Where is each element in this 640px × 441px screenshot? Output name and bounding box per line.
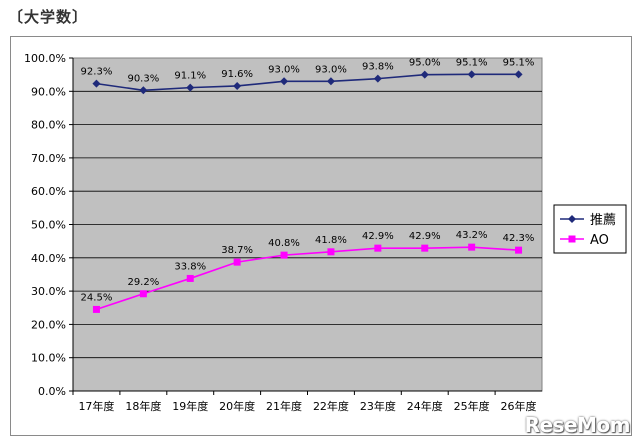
data-label: 95.1% [456, 57, 488, 68]
y-tick-label: 50.0% [31, 219, 66, 232]
data-label: 41.8% [315, 235, 347, 246]
data-point [233, 81, 242, 90]
data-point [515, 246, 523, 254]
chart-frame: 0.0% 10.0% 20.0% 30.0% 40.0% 50.0% 60.0% 70.0% 8… [10, 36, 632, 436]
data-point [280, 77, 289, 86]
watermark-logo: ReseMom [524, 413, 631, 437]
x-tick-label: 21年度 [266, 399, 302, 413]
data-label: 95.1% [503, 57, 535, 68]
chart-heading: 〔大学数〕 [8, 8, 89, 26]
data-point [92, 305, 100, 313]
data-label: 95.0% [409, 58, 441, 69]
data-label: 90.3% [127, 73, 159, 84]
x-tick-label: 26年度 [501, 399, 537, 413]
data-point [374, 244, 382, 252]
y-tick-label: 20.0% [31, 318, 66, 331]
series-line-ao [96, 246, 519, 311]
data-label: 33.8% [174, 261, 206, 272]
legend-marker [568, 235, 576, 243]
legend-label: 推薦 [590, 213, 616, 228]
y-tick-label: 0.0% [38, 385, 66, 398]
data-label: 91.6% [221, 69, 253, 80]
line-chart: 0.0% 10.0% 20.0% 30.0% 40.0% 50.0% 60.0% 70.0% 8… [24, 52, 627, 413]
y-tick-label: 40.0% [31, 252, 66, 265]
y-tick-label: 30.0% [31, 285, 66, 298]
data-label: 93.0% [268, 64, 300, 75]
data-point [92, 79, 101, 88]
data-point [420, 70, 429, 79]
y-tick-label: 10.0% [31, 352, 66, 365]
data-label: 93.8% [362, 62, 394, 73]
x-tick-label: 23年度 [360, 399, 396, 413]
data-label: 42.9% [362, 231, 394, 242]
data-label: 38.7% [221, 245, 253, 256]
data-point [186, 83, 195, 92]
y-tick-label: 100.0% [24, 52, 66, 65]
x-tick-label: 22年度 [313, 399, 349, 413]
x-tick-label: 19年度 [172, 399, 208, 413]
x-tick-label: 20年度 [219, 399, 255, 413]
x-tick-label: 25年度 [454, 399, 490, 413]
data-label: 92.3% [81, 67, 113, 78]
legend-marker [568, 215, 576, 223]
data-label: 43.2% [456, 230, 488, 241]
y-tick-label: 70.0% [31, 152, 66, 165]
x-tick-label: 18年度 [125, 399, 161, 413]
data-point [467, 70, 476, 79]
data-point [327, 248, 335, 256]
data-point [421, 244, 429, 252]
data-point [326, 77, 335, 86]
x-tick-label: 24年度 [407, 399, 443, 413]
legend-label: AO [590, 233, 609, 248]
data-label: 40.8% [268, 238, 300, 249]
data-point [186, 274, 194, 282]
y-tick-label: 80.0% [31, 119, 66, 132]
y-tick-label: 90.0% [31, 85, 66, 98]
data-point [514, 70, 523, 79]
legend [553, 204, 627, 254]
y-tick-label: 60.0% [31, 185, 66, 198]
data-point [139, 86, 148, 95]
data-point [280, 251, 288, 259]
data-label: 91.1% [174, 71, 206, 82]
data-label: 29.2% [127, 277, 159, 288]
data-label: 24.5% [81, 292, 113, 303]
data-point [139, 290, 147, 298]
data-label: 93.0% [315, 64, 347, 75]
data-point [373, 74, 382, 83]
data-point [468, 243, 476, 251]
x-tick-label: 17年度 [78, 399, 114, 413]
series-line-suisen [96, 73, 519, 92]
data-point [233, 258, 241, 266]
data-label: 42.3% [503, 233, 535, 244]
data-label: 42.9% [409, 231, 441, 242]
